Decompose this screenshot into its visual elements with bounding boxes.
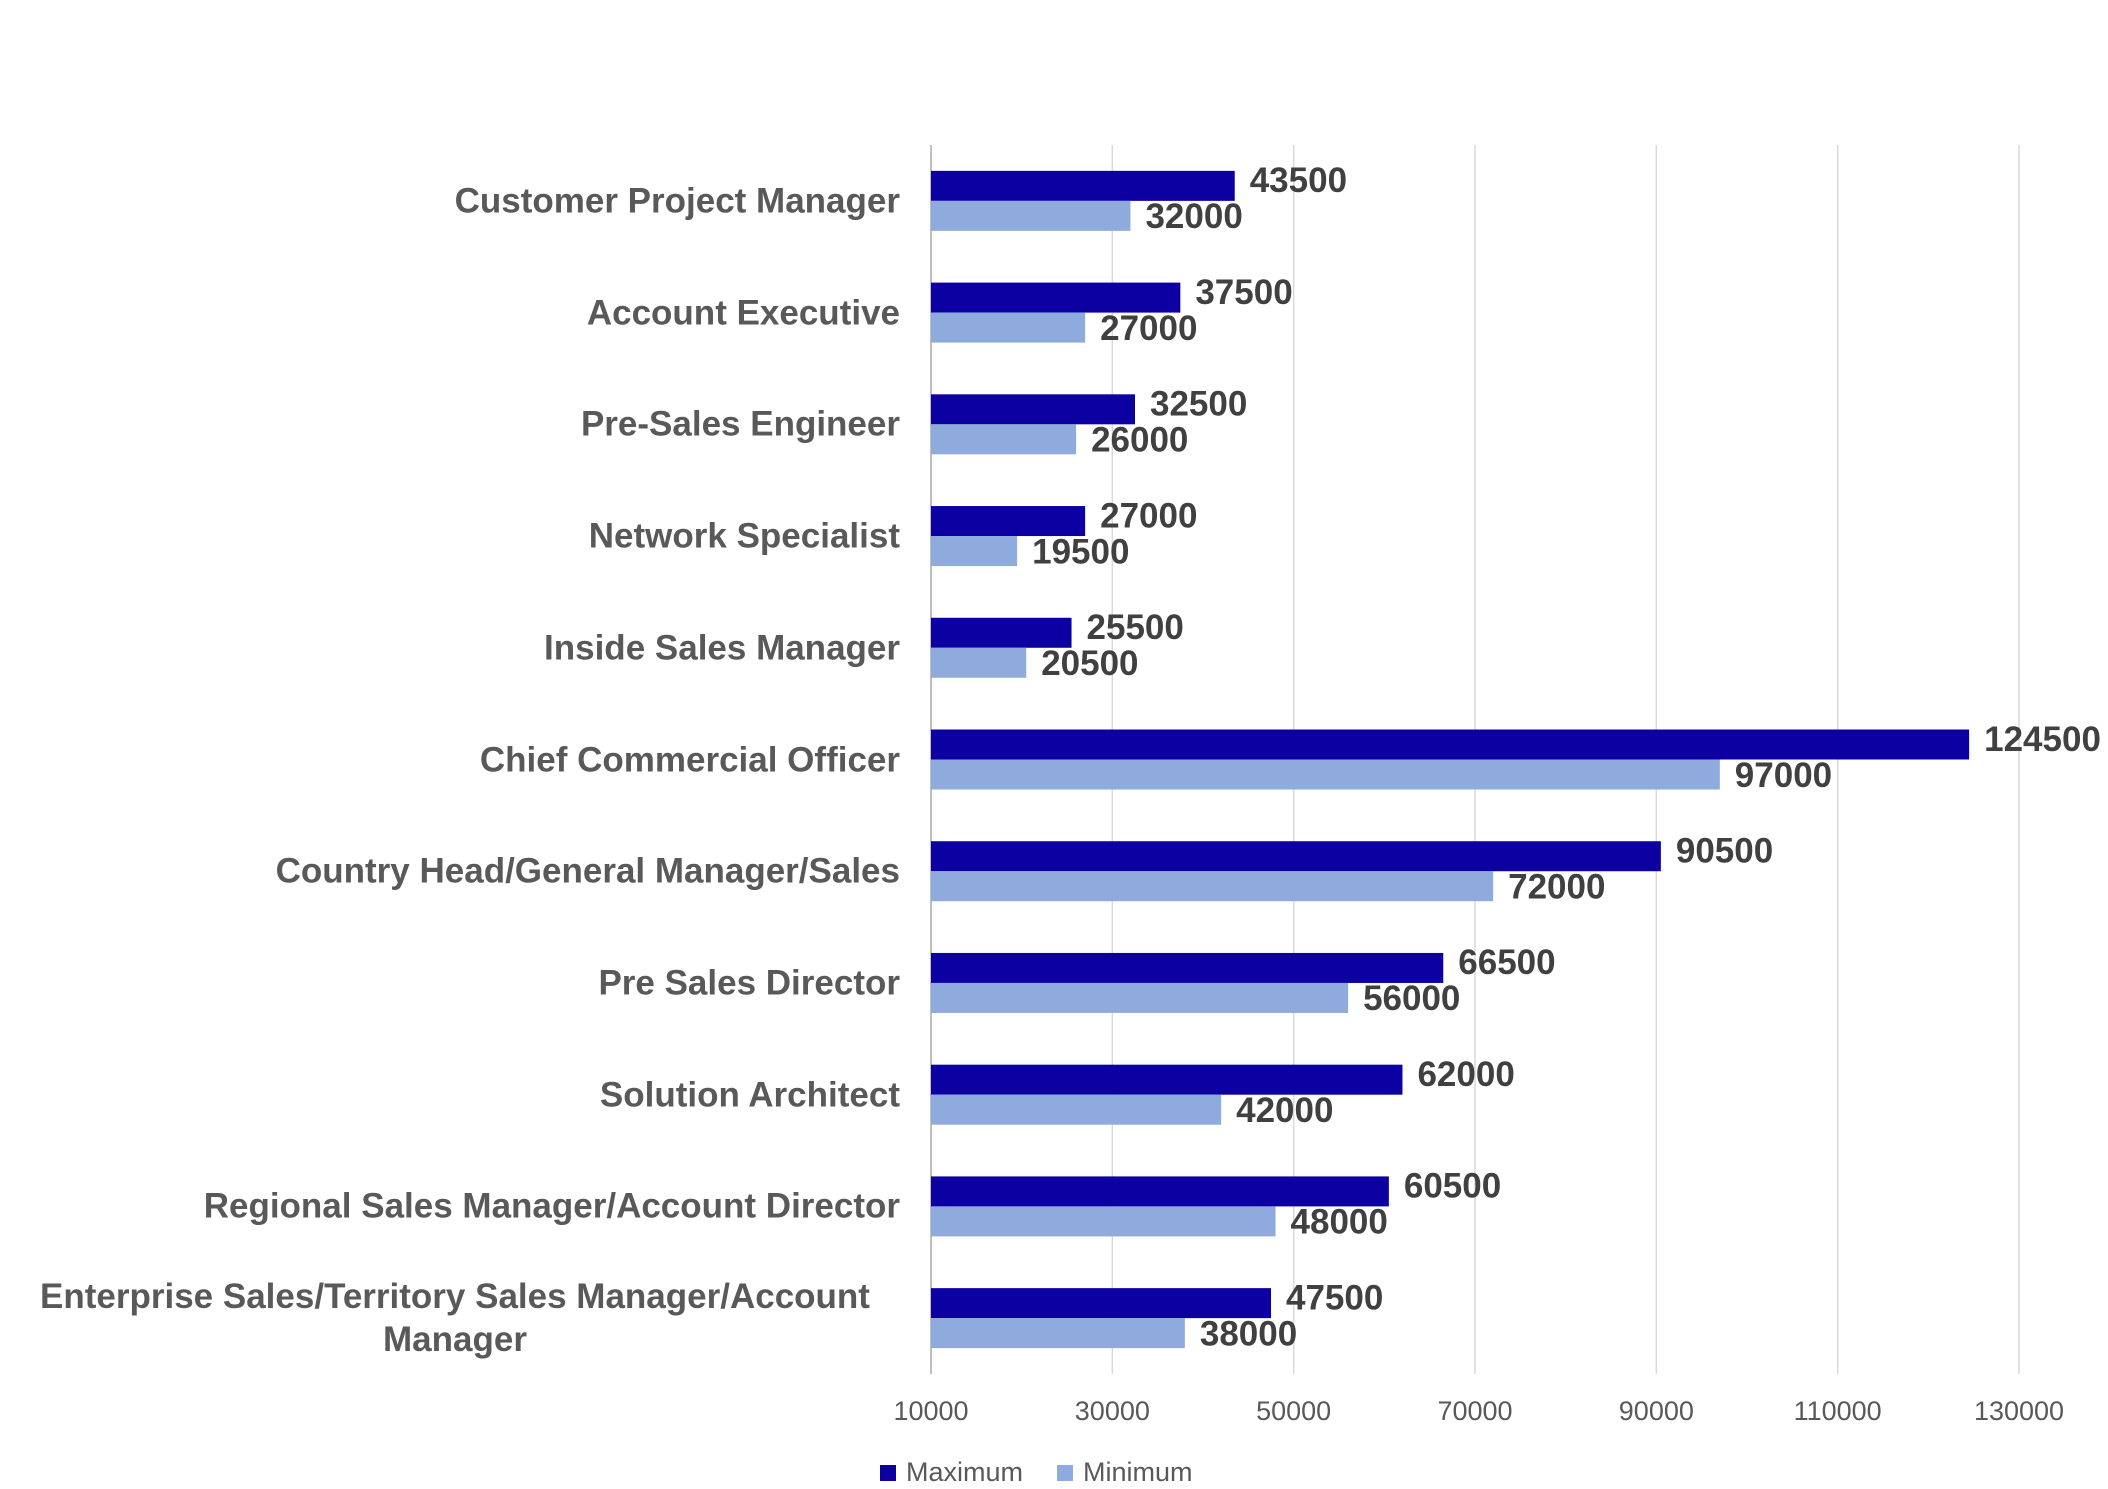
- data-label: 32000: [1145, 197, 1242, 236]
- bar: [931, 648, 1026, 678]
- y-tick-label: Customer Project Manager: [455, 179, 900, 222]
- bar: [931, 536, 1017, 566]
- x-tick-label: 50000: [1256, 1396, 1331, 1426]
- data-label: 47500: [1286, 1278, 1383, 1317]
- y-tick-label: Pre-Sales Engineer: [581, 403, 900, 446]
- x-tick-label: 10000: [893, 1396, 968, 1426]
- category-label-box: Pre Sales Director: [10, 961, 900, 1004]
- category-label-box: Regional Sales Manager/Account Director: [10, 1185, 900, 1228]
- chart: 10000 30000 50000 70000 90000 110000 130000 435…: [0, 0, 2108, 1489]
- data-label: 27000: [1100, 496, 1197, 535]
- legend-swatch: [880, 1465, 896, 1481]
- category-label-box: Solution Architect: [10, 1073, 900, 1116]
- category-label-box: Enterprise Sales/Territory Sales Manager…: [10, 1275, 900, 1361]
- data-label: 37500: [1195, 273, 1292, 312]
- legend-label: Minimum: [1083, 1457, 1193, 1487]
- bar: [931, 983, 1348, 1013]
- data-label: 32500: [1150, 385, 1247, 424]
- y-tick-label: Account Executive: [587, 291, 900, 334]
- category-label-box: Account Executive: [10, 291, 900, 334]
- data-label: 38000: [1200, 1314, 1297, 1353]
- data-label: 72000: [1508, 867, 1605, 906]
- y-tick-label: Pre Sales Director: [598, 961, 900, 1004]
- data-label: 26000: [1091, 421, 1188, 460]
- y-tick-label: Country Head/General Manager/Sales: [276, 850, 900, 893]
- y-tick-label: Regional Sales Manager/Account Director: [204, 1185, 900, 1228]
- category-label-box: Chief Commercial Officer: [10, 738, 900, 781]
- x-tick-label: 70000: [1437, 1396, 1512, 1426]
- bar: [931, 760, 1720, 790]
- x-tick-label: 90000: [1619, 1396, 1694, 1426]
- bar: [931, 1318, 1185, 1348]
- data-label: 62000: [1417, 1055, 1514, 1094]
- bar: [931, 1095, 1221, 1125]
- category-label-box: Customer Project Manager: [10, 179, 900, 222]
- bar: [931, 313, 1085, 343]
- data-label: 25500: [1087, 608, 1184, 647]
- bar: [931, 424, 1076, 454]
- data-label: 90500: [1676, 831, 1773, 870]
- bar: [931, 871, 1493, 901]
- legend-label: Maximum: [906, 1457, 1023, 1487]
- y-tick-label: Inside Sales Manager: [544, 626, 900, 669]
- bar: [931, 1206, 1276, 1236]
- data-label: 19500: [1032, 532, 1129, 571]
- data-label: 97000: [1735, 756, 1832, 795]
- y-tick-label: Enterprise Sales/Territory Sales Manager…: [10, 1275, 900, 1361]
- category-label-box: Country Head/General Manager/Sales: [10, 850, 900, 893]
- data-label: 56000: [1363, 979, 1460, 1018]
- category-label-box: Network Specialist: [10, 515, 900, 558]
- bar: [931, 201, 1130, 231]
- category-label-box: Inside Sales Manager: [10, 626, 900, 669]
- legend-swatch: [1057, 1465, 1073, 1481]
- category-label-box: Pre-Sales Engineer: [10, 403, 900, 446]
- data-label: 43500: [1250, 161, 1347, 200]
- y-tick-label: Network Specialist: [589, 515, 900, 558]
- data-label: 27000: [1100, 309, 1197, 348]
- y-tick-label: Chief Commercial Officer: [480, 738, 900, 781]
- data-label: 20500: [1041, 644, 1138, 683]
- x-tick-label: 130000: [1974, 1396, 2064, 1426]
- data-label: 124500: [1984, 720, 2101, 759]
- data-label: 60500: [1404, 1167, 1501, 1206]
- data-label: 48000: [1291, 1203, 1388, 1242]
- data-label: 66500: [1458, 943, 1555, 982]
- y-tick-label: Solution Architect: [600, 1073, 900, 1116]
- data-label: 42000: [1236, 1091, 1333, 1130]
- x-tick-label: 30000: [1075, 1396, 1150, 1426]
- x-tick-label: 110000: [1794, 1396, 1882, 1426]
